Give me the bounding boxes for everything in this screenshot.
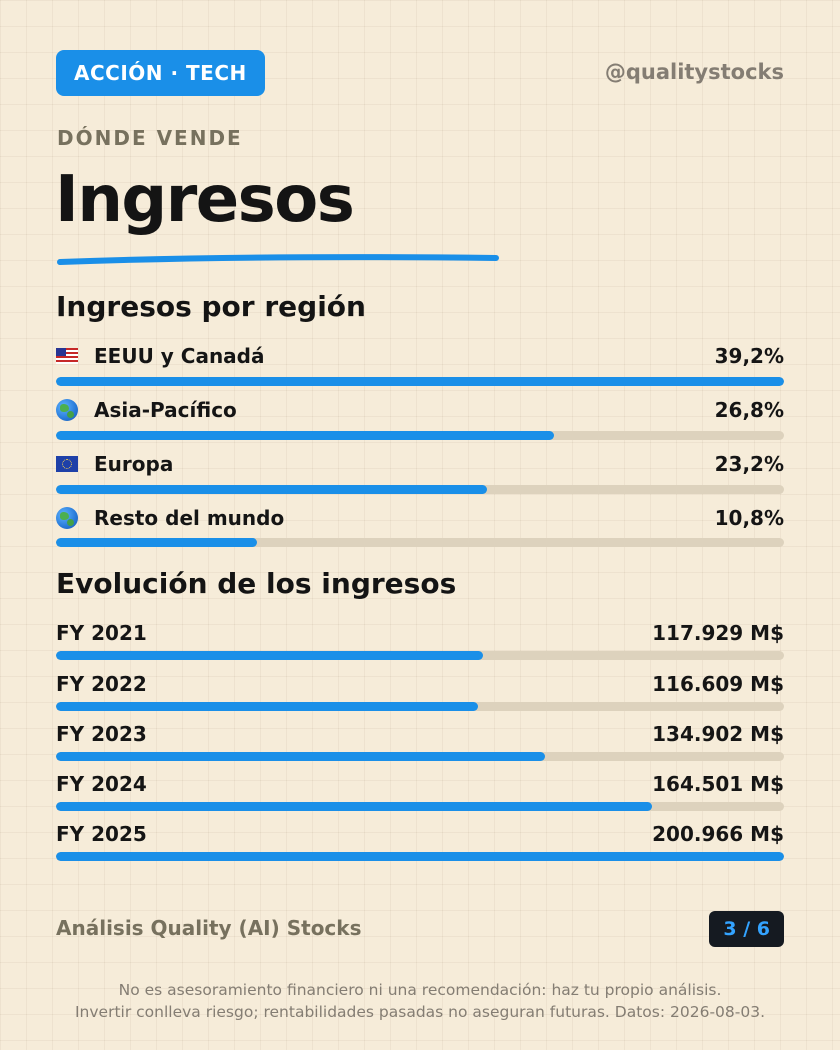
revenue-bar-fill: [56, 702, 479, 711]
region-bar-fill: [56, 485, 487, 494]
footer-brand-label: Análisis Quality (AI) Stocks: [56, 916, 362, 940]
region-label: EEUU y Canadá: [94, 344, 265, 368]
revenue-bar-track: [56, 702, 784, 711]
region-row-europe: Europa 23,2%: [56, 449, 784, 479]
revenue-value: 117.929 M$: [652, 621, 784, 645]
region-section-title: Ingresos por región: [56, 290, 366, 323]
region-value: 39,2%: [714, 344, 784, 368]
revenue-bar-fill: [56, 752, 545, 761]
region-row-us: EEUU y Canadá 39,2%: [56, 341, 784, 371]
region-bar-track: [56, 431, 784, 440]
revenue-row: FY 2024 164.501 M$: [56, 769, 784, 799]
revenue-row: FY 2023 134.902 M$: [56, 719, 784, 749]
revenue-bar-track: [56, 651, 784, 660]
globe-world-icon: [56, 507, 78, 529]
region-bar-track: [56, 538, 784, 547]
account-handle: @qualitystocks: [604, 60, 784, 84]
revenue-bar-track: [56, 802, 784, 811]
page-title: Ingresos: [55, 163, 355, 237]
region-value: 10,8%: [714, 506, 784, 530]
revenue-year: FY 2021: [56, 621, 147, 645]
region-bar-track: [56, 485, 784, 494]
region-bar-fill: [56, 538, 257, 547]
region-row-rest: Resto del mundo 10,8%: [56, 503, 784, 533]
title-underline: [57, 254, 499, 265]
revenue-year: FY 2023: [56, 722, 147, 746]
revenue-bar-fill: [56, 651, 484, 660]
revenue-row: FY 2022 116.609 M$: [56, 669, 784, 699]
revenue-value: 116.609 M$: [652, 672, 784, 696]
revenue-row: FY 2021 117.929 M$: [56, 618, 784, 648]
revenue-year: FY 2024: [56, 772, 147, 796]
disclaimer-line: Invertir conlleva riesgo; rentabilidades…: [74, 1003, 766, 1021]
revenue-value: 200.966 M$: [652, 822, 784, 846]
revenue-value: 134.902 M$: [652, 722, 784, 746]
region-bar-fill: [56, 431, 554, 440]
region-label: Asia-Pacífico: [94, 398, 237, 422]
region-value: 26,8%: [714, 398, 784, 422]
region-row-asia: Asia-Pacífico 26,8%: [56, 395, 784, 425]
region-bar-fill: [56, 377, 784, 386]
eu-flag-icon: [56, 456, 78, 472]
region-label: Resto del mundo: [94, 506, 285, 530]
revenue-value: 164.501 M$: [652, 772, 784, 796]
revenue-bar-track: [56, 752, 784, 761]
region-value: 23,2%: [714, 452, 784, 476]
revenue-bar-fill: [56, 802, 652, 811]
region-label: Europa: [94, 452, 174, 476]
revenue-bar-fill: [56, 852, 784, 861]
revenue-year: FY 2025: [56, 822, 147, 846]
revenue-bar-track: [56, 852, 784, 861]
us-flag-icon: [56, 348, 78, 364]
eyebrow-label: DÓNDE VENDE: [57, 126, 243, 150]
globe-asia-icon: [56, 399, 78, 421]
category-badge: ACCIÓN · TECH: [56, 50, 265, 96]
revenue-row: FY 2025 200.966 M$: [56, 819, 784, 849]
disclaimer-line: No es asesoramiento financiero ni una re…: [118, 981, 722, 999]
page-indicator: 3 / 6: [709, 911, 784, 947]
revenue-year: FY 2022: [56, 672, 147, 696]
region-bar-track: [56, 377, 784, 386]
revenue-section-title: Evolución de los ingresos: [56, 567, 457, 600]
